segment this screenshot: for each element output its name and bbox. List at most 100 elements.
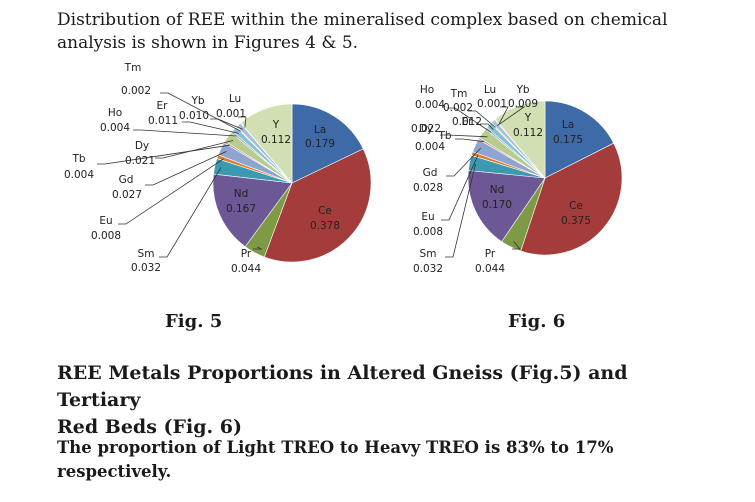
slice-value-nd: 0.170 xyxy=(482,199,512,211)
slice-value-lu: 0.001 xyxy=(477,98,507,110)
slice-value-gd: 0.028 xyxy=(413,182,443,194)
slice-value-ce: 0.375 xyxy=(561,215,591,227)
slice-label-gd: Gd xyxy=(119,174,134,186)
slice-label-sm: Sm xyxy=(420,248,437,260)
slice-label-yb: Yb xyxy=(515,84,529,96)
slice-value-tb: 0.004 xyxy=(415,141,445,153)
pie-slice-ce xyxy=(263,148,372,263)
leader-line-pr xyxy=(253,246,263,250)
slice-value-sm: 0.032 xyxy=(131,262,161,274)
slice-label-er: Er xyxy=(157,100,169,112)
slice-value-pr: 0.044 xyxy=(231,263,261,275)
slice-label-ho: Ho xyxy=(420,84,434,96)
leader-line-gd xyxy=(446,147,482,177)
pie-slice-y xyxy=(494,100,546,179)
slice-value-sm: 0.032 xyxy=(413,263,443,275)
figure-caption-fig-5: Fig. 5 xyxy=(165,311,223,332)
slice-label-ho: Ho xyxy=(108,107,122,119)
leader-line-er xyxy=(480,123,494,130)
leader-line-lu xyxy=(498,106,509,125)
slice-label-tb: Tb xyxy=(437,130,451,142)
leader-line-yb xyxy=(210,118,244,130)
slice-value-la: 0.179 xyxy=(305,138,335,150)
figure-caption-fig-6: Fig. 6 xyxy=(508,311,566,332)
slice-label-eu: Eu xyxy=(99,215,112,227)
slice-value-yb: 0.009 xyxy=(508,98,538,110)
slice-label-lu: Lu xyxy=(484,84,496,96)
slice-label-tm: Tm xyxy=(450,88,468,100)
leader-line-eu xyxy=(118,158,224,225)
slice-value-ho: 0.004 xyxy=(100,122,130,134)
slice-value-ho: 0.004 xyxy=(415,99,445,111)
leader-line-gd xyxy=(145,151,227,186)
slice-label-la: La xyxy=(562,119,574,131)
slice-label-lu: Lu xyxy=(229,93,241,105)
slice-label-y: Y xyxy=(272,119,280,131)
section-heading-line-1: REE Metals Proportions in Altered Gneiss… xyxy=(57,362,628,411)
leader-line-dy xyxy=(155,140,234,159)
leader-line-ho xyxy=(133,129,237,137)
slice-label-y: Y xyxy=(524,112,532,124)
leader-line-tm xyxy=(160,92,242,132)
slice-value-eu: 0.008 xyxy=(413,226,443,238)
leader-line-eu xyxy=(441,155,479,221)
slice-label-yb: Yb xyxy=(190,95,204,107)
slice-value-ce: 0.378 xyxy=(310,220,340,232)
slice-value-y: 0.112 xyxy=(261,134,291,146)
slice-label-pr: Pr xyxy=(241,248,252,260)
slice-value-pr: 0.044 xyxy=(475,263,505,275)
slice-label-dy: Dy xyxy=(135,140,149,152)
leader-line-sm xyxy=(159,167,222,258)
slice-value-er: 0.011 xyxy=(148,115,178,127)
pie-slice-y xyxy=(240,103,293,184)
slice-value-tb: 0.004 xyxy=(64,169,94,181)
slice-value-tm: 0.002 xyxy=(443,102,473,114)
slice-value-y: 0.112 xyxy=(513,127,543,139)
slice-label-eu: Eu xyxy=(421,211,434,223)
proportion-note: The proportion of Light TREO to Heavy TR… xyxy=(57,436,707,484)
pie-slice-la xyxy=(291,103,364,184)
slice-label-la: La xyxy=(314,124,326,136)
leader-line-tb xyxy=(455,138,485,143)
leader-line-ho xyxy=(447,107,492,133)
leader-line-pr xyxy=(512,241,521,250)
section-heading-line-2: Red Beds (Fig. 6) xyxy=(57,416,242,438)
leader-line-tm xyxy=(468,110,496,128)
slice-value-dy: 0.022 xyxy=(411,123,441,135)
slice-label-gd: Gd xyxy=(423,167,438,179)
section-heading: REE Metals Proportions in Altered Gneiss… xyxy=(57,360,707,441)
slice-label-pr: Pr xyxy=(485,248,496,260)
leader-line-er xyxy=(182,121,239,134)
slice-value-nd: 0.167 xyxy=(226,203,256,215)
slice-value-la: 0.175 xyxy=(553,134,583,146)
slice-label-er: Er xyxy=(462,116,474,128)
slice-value-dy: 0.021 xyxy=(125,155,155,167)
slice-value-tm: 0.002 xyxy=(121,85,151,97)
pie-slice-nd xyxy=(467,170,546,243)
slice-label-tm: Tm xyxy=(124,62,142,74)
proportion-note-line-2: respectively. xyxy=(57,462,172,481)
slice-value-yb: 0.010 xyxy=(179,110,209,122)
slice-label-nd: Nd xyxy=(234,188,249,200)
pie-slice-ce xyxy=(520,142,623,256)
proportion-note-line-1: The proportion of Light TREO to Heavy TR… xyxy=(57,438,614,457)
slice-label-nd: Nd xyxy=(490,184,505,196)
leader-line-lu xyxy=(238,116,247,128)
slice-label-dy: Dy xyxy=(419,123,433,135)
intro-paragraph: Distribution of REE within the mineralis… xyxy=(57,9,682,55)
leader-line-yb xyxy=(496,106,526,127)
slice-label-tb: Tb xyxy=(71,153,85,165)
pie-slice-nd xyxy=(212,173,293,248)
slice-value-lu: 0.001 xyxy=(216,108,246,120)
slice-label-ce: Ce xyxy=(318,205,332,217)
slice-value-eu: 0.008 xyxy=(91,230,121,242)
slice-value-er: 0.012 xyxy=(452,116,482,128)
slice-label-ce: Ce xyxy=(569,200,583,212)
leader-line-dy xyxy=(440,134,488,138)
pie-slice-la xyxy=(544,100,615,179)
leader-line-sm xyxy=(445,163,476,258)
slice-label-sm: Sm xyxy=(138,248,155,260)
slice-value-gd: 0.027 xyxy=(112,189,142,201)
